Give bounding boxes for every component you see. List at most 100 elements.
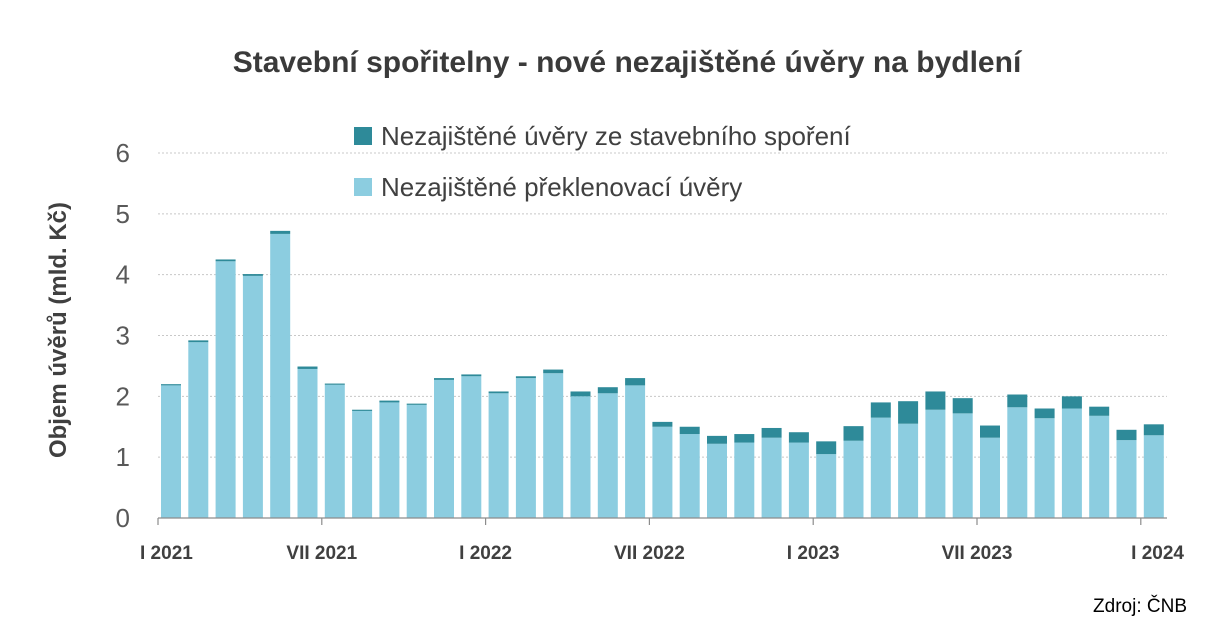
x-tick-label: VII 2022 [614, 543, 685, 564]
bar-preklenovaci [1034, 418, 1055, 518]
bar-preklenovaci [324, 384, 345, 518]
source-note: Zdroj: ČNB [1093, 595, 1187, 617]
bar-stavebni-sporeni [761, 427, 782, 438]
bar-preklenovaci [788, 442, 809, 518]
bar-preklenovaci [161, 385, 181, 518]
x-tick-labels: I 2021 VII 2021 I 2022 VII 2022 I 2023 VII 20… [140, 543, 1184, 564]
bar-preklenovaci [597, 393, 618, 518]
bar-stavebni-sporeni [707, 435, 727, 444]
bar-preklenovaci [870, 417, 891, 518]
bar-stavebni-sporeni [625, 378, 646, 386]
bar-stavebni-sporeni [543, 369, 564, 374]
bar-preklenovaci [843, 440, 864, 518]
bar-preklenovaci [1007, 407, 1028, 518]
bar-stavebni-sporeni [161, 384, 181, 386]
bar-preklenovaci [925, 409, 946, 518]
bars [161, 230, 1164, 519]
bar-stavebni-sporeni [297, 366, 318, 369]
bar-stavebni-sporeni [816, 441, 837, 455]
bar-preklenovaci [352, 410, 373, 518]
x-tick-label: I 2022 [459, 543, 512, 564]
bar-preklenovaci [1089, 415, 1110, 518]
bar-preklenovaci [679, 434, 700, 518]
bar-preklenovaci [652, 426, 673, 518]
bar-stavebni-sporeni [1089, 406, 1110, 416]
y-tick-label: 3 [116, 321, 130, 351]
bar-stavebni-sporeni [515, 376, 536, 379]
bar-stavebni-sporeni [406, 403, 427, 405]
x-tick-label: I 2021 [140, 543, 193, 564]
bar-preklenovaci [297, 368, 318, 518]
bar-preklenovaci [406, 404, 427, 518]
bar-stavebni-sporeni [652, 421, 673, 427]
bar-stavebni-sporeni [379, 400, 400, 403]
y-axis-label: Objem úvěrů (mld. Kč) [45, 202, 72, 458]
bar-preklenovaci [379, 402, 400, 518]
bar-preklenovaci [707, 443, 727, 518]
legend: Nezajištěné úvěry ze stavebního spoření … [354, 121, 851, 202]
bar-preklenovaci [761, 437, 782, 518]
x-tick-label: VII 2021 [286, 543, 357, 564]
bar-preklenovaci [980, 437, 1000, 518]
bar-stavebni-sporeni [734, 434, 755, 443]
y-tick-label: 6 [116, 138, 130, 168]
bar-stavebni-sporeni [461, 374, 482, 377]
bar-stavebni-sporeni [570, 391, 591, 397]
bar-stavebni-sporeni [1116, 429, 1137, 441]
x-tick-label: VII 2023 [942, 543, 1013, 564]
bar-stavebni-sporeni [242, 274, 263, 276]
bar-stavebni-sporeni [1007, 394, 1028, 408]
bar-stavebni-sporeni [980, 425, 1000, 438]
bar-preklenovaci [515, 378, 536, 518]
legend-swatch-stavebni-sporeni [354, 127, 372, 145]
bar-preklenovaci [461, 376, 482, 518]
bar-stavebni-sporeni [434, 378, 454, 380]
bar-stavebni-sporeni [1143, 424, 1164, 436]
bar-stavebni-sporeni [870, 402, 891, 418]
bar-stavebni-sporeni [324, 383, 345, 385]
bar-stavebni-sporeni [488, 391, 509, 394]
bar-preklenovaci [1116, 440, 1137, 518]
bar-preklenovaci [434, 379, 454, 518]
legend-label-preklenovaci: Nezajištěné překlenovací úvěry [381, 172, 742, 202]
bar-stavebni-sporeni [1061, 396, 1082, 409]
bar-preklenovaci [1143, 435, 1164, 518]
y-tick-label: 1 [116, 442, 130, 472]
y-tick-label: 4 [116, 260, 130, 290]
bar-preklenovaci [898, 423, 919, 518]
bar-stavebni-sporeni [352, 409, 373, 411]
bar-preklenovaci [270, 233, 291, 519]
bar-preklenovaci [543, 373, 564, 518]
legend-label-stavebni-sporeni: Nezajištěné úvěry ze stavebního spoření [381, 121, 851, 151]
bar-stavebni-sporeni [952, 398, 973, 414]
bar-stavebni-sporeni [679, 426, 700, 435]
bar-stavebni-sporeni [1034, 408, 1055, 419]
legend-swatch-preklenovaci [354, 178, 372, 196]
y-tick-label: 2 [116, 381, 130, 411]
bar-preklenovaci [734, 442, 755, 518]
chart-title: Stavební spořitelny - nové nezajištěné ú… [233, 46, 1023, 79]
bar-preklenovaci [625, 385, 646, 518]
bar-preklenovaci [488, 393, 509, 518]
bar-stavebni-sporeni [843, 426, 864, 441]
bar-preklenovaci [570, 396, 591, 518]
bar-stavebni-sporeni [925, 391, 946, 410]
bar-stavebni-sporeni [215, 259, 236, 262]
y-tick-label: 5 [116, 199, 130, 229]
bar-preklenovaci [215, 261, 236, 518]
x-tick-label: I 2024 [1131, 543, 1184, 564]
bar-stavebni-sporeni [898, 401, 919, 424]
x-tick-label: I 2023 [787, 543, 840, 564]
y-tick-label: 0 [116, 503, 130, 533]
bar-preklenovaci [1061, 408, 1082, 518]
bar-stavebni-sporeni [788, 432, 809, 443]
bar-stavebni-sporeni [597, 387, 618, 394]
bar-preklenovaci [242, 275, 263, 518]
bar-stavebni-sporeni [188, 340, 209, 343]
axes [157, 517, 1167, 525]
bar-preklenovaci [952, 413, 973, 518]
bar-preklenovaci [816, 454, 837, 518]
y-tick-labels: 0 1 2 3 4 5 6 [116, 138, 130, 533]
